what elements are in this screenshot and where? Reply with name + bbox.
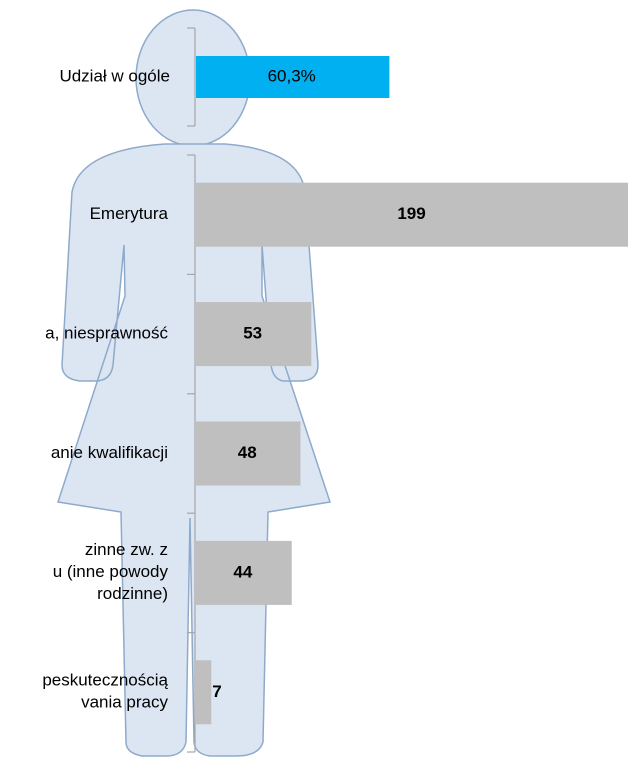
bar — [196, 660, 211, 724]
value-label: 7 — [212, 682, 221, 701]
share-label: Udział w ogóle — [59, 66, 170, 85]
value-label: 53 — [243, 324, 262, 343]
value-label: 199 — [397, 204, 425, 223]
value-label: 48 — [238, 443, 257, 462]
category-label: a, niesprawność — [45, 324, 168, 343]
value-label: 44 — [233, 562, 252, 581]
chart: Udział w ogóle 60,3% 199 Emerytura 53 a, nies… — [0, 0, 628, 766]
silhouette — [58, 10, 330, 756]
share-value-label: 60,3% — [268, 66, 316, 85]
category-label: anie kwalifikacji — [51, 443, 168, 462]
category-label: Emerytura — [90, 204, 169, 223]
page: Udział w ogóle 60,3% 199 Emerytura 53 a, nies… — [0, 0, 628, 766]
